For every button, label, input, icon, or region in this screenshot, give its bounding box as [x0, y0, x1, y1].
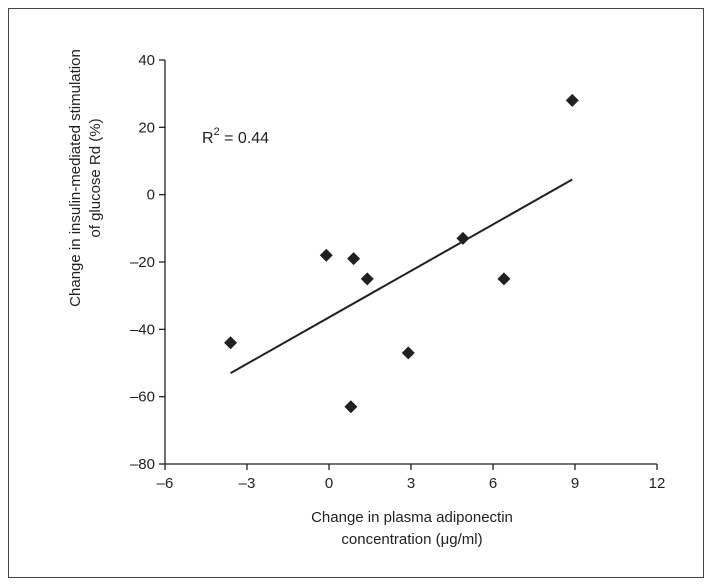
- data-point-diamond: [456, 231, 470, 245]
- y-tick-label: –20: [130, 254, 155, 271]
- y-axis-title-line-1: Change in insulin-mediated stimulation: [67, 49, 84, 307]
- x-tick-label: –3: [239, 475, 256, 492]
- x-tick-label: –6: [157, 475, 174, 492]
- data-point-diamond: [360, 272, 374, 286]
- trendline-group: [230, 178, 573, 374]
- x-tick-label: 0: [325, 475, 333, 492]
- data-point-diamond: [565, 93, 579, 107]
- x-tick-label: 9: [571, 475, 579, 492]
- x-tick-label: 12: [649, 475, 666, 492]
- data-point-diamond: [401, 346, 415, 360]
- data-point-diamond: [347, 252, 361, 266]
- data-point-diamond: [497, 272, 511, 286]
- x-axis-title-line-2: concentration (μg/ml): [341, 531, 482, 548]
- x-tick-label: 6: [489, 475, 497, 492]
- y-tick-label: –40: [130, 321, 155, 338]
- y-tick-label: 0: [147, 187, 155, 204]
- y-axis-title-line-2: of glucose Rd (%): [87, 118, 104, 237]
- y-tick-label: –60: [130, 389, 155, 406]
- y-ticks: 40 20 0 –20 –40 –60 –80: [130, 52, 165, 473]
- x-axis-title-line-1: Change in plasma adiponectin: [311, 509, 513, 526]
- chart-frame: [8, 8, 704, 578]
- axes: [164, 60, 657, 465]
- x-ticks: –6 –3 0 3 6 9 12: [157, 464, 666, 492]
- x-tick-label: 3: [407, 475, 415, 492]
- data-point-diamond: [224, 336, 238, 350]
- data-point-diamond: [319, 248, 333, 262]
- data-point-diamond: [344, 400, 358, 414]
- y-tick-label: 40: [138, 52, 155, 69]
- r-squared-annotation: R2 = 0.44: [202, 126, 269, 147]
- y-tick-label: –80: [130, 456, 155, 473]
- y-tick-label: 20: [138, 119, 155, 136]
- data-points: [224, 93, 579, 414]
- trendline: [230, 178, 573, 374]
